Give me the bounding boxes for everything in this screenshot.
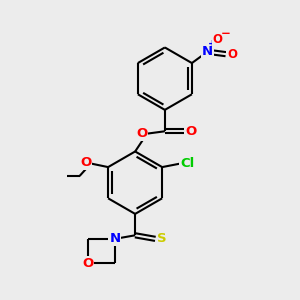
Text: O: O <box>185 125 196 138</box>
Text: O: O <box>136 127 147 140</box>
Text: O: O <box>82 256 94 269</box>
Text: S: S <box>157 232 167 245</box>
Text: O: O <box>227 48 237 61</box>
Text: +: + <box>208 39 217 49</box>
Text: N: N <box>110 232 121 245</box>
Text: Cl: Cl <box>180 157 194 170</box>
Text: O: O <box>213 33 223 46</box>
Text: O: O <box>80 156 92 169</box>
Text: −: − <box>221 27 231 40</box>
Text: N: N <box>202 45 213 58</box>
